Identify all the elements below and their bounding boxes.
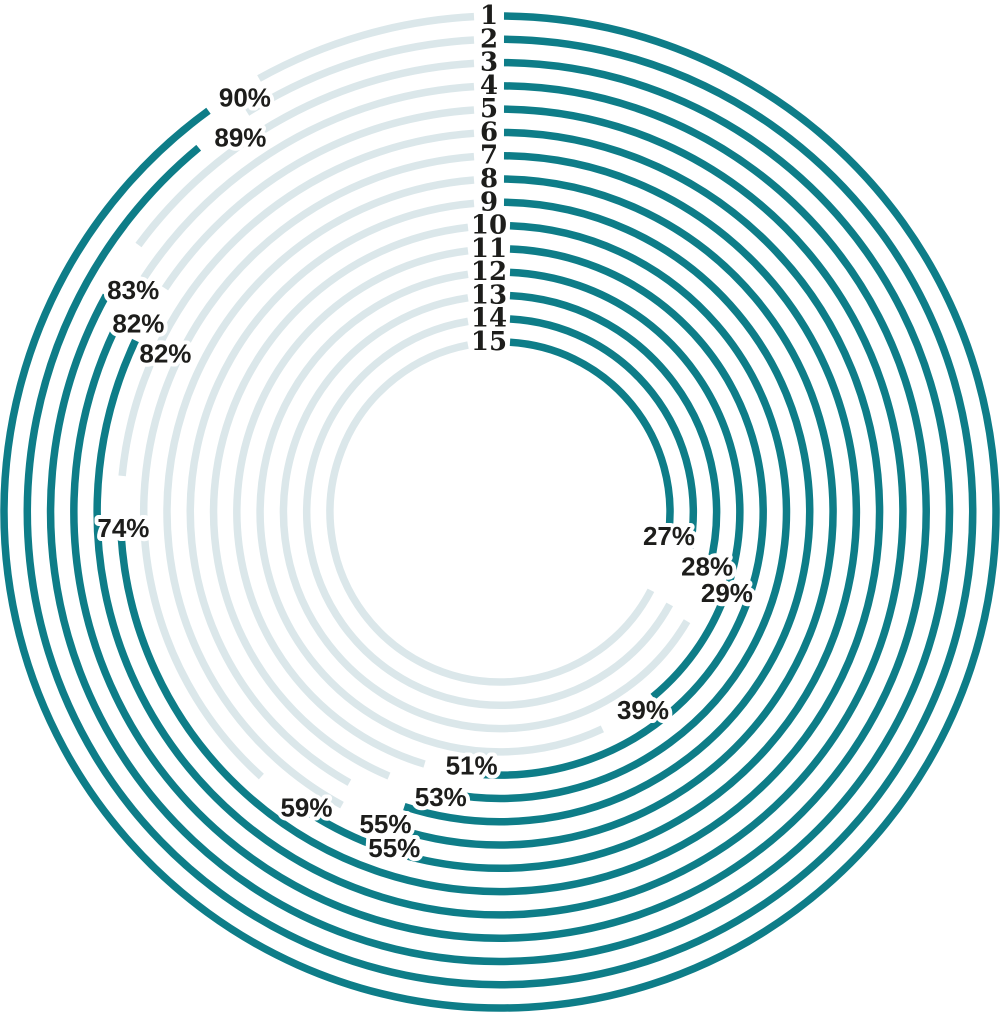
ring-value-label: 55% xyxy=(359,809,411,839)
ring-value-arc xyxy=(93,105,907,919)
ring-value-arc xyxy=(445,222,791,803)
ring-track xyxy=(118,129,475,477)
ring-track xyxy=(326,341,655,686)
ring-value-label: 83% xyxy=(107,275,159,305)
ring-value-arc xyxy=(403,198,814,826)
ring-value-arc xyxy=(70,82,930,942)
ring-track xyxy=(163,176,475,809)
ring-category-label: 8 xyxy=(480,164,498,194)
ring-value-label: 59% xyxy=(280,793,332,823)
ring-category-label: 15 xyxy=(471,327,507,357)
ring-track xyxy=(233,247,469,768)
ring-track xyxy=(245,36,475,116)
ring-track xyxy=(186,199,475,786)
ring-category-label: 10 xyxy=(471,211,507,241)
ring-track xyxy=(279,294,691,733)
ring-category-label: 1 xyxy=(480,1,498,31)
ring-track xyxy=(140,82,475,281)
ring-value-label: 82% xyxy=(139,339,191,369)
ring-value-arc xyxy=(509,268,744,700)
ring-value-label: 39% xyxy=(617,695,669,725)
ring-value-label: 51% xyxy=(446,751,498,781)
ring-category-label: 13 xyxy=(471,280,507,310)
ring-value-label: 27% xyxy=(643,521,695,551)
ring-category-label: 6 xyxy=(480,117,498,147)
ring-category-label: 11 xyxy=(471,234,507,264)
ring-track xyxy=(256,270,604,756)
ring-value-arc xyxy=(307,151,860,873)
ring-value-arc xyxy=(509,338,674,534)
ring-track xyxy=(303,317,674,710)
ring-value-label: 53% xyxy=(415,782,467,812)
ring-value-arc xyxy=(0,12,1000,1012)
ring-value-label: 82% xyxy=(112,309,164,339)
ring-value-label: 74% xyxy=(97,513,149,543)
ring-track xyxy=(135,59,475,248)
ring-value-label: 55% xyxy=(368,833,420,863)
ring-value-arc xyxy=(509,291,721,567)
ring-category-label: 12 xyxy=(471,257,507,287)
ring-track xyxy=(139,152,475,780)
ring-category-label: 9 xyxy=(480,187,498,217)
ring-value-arc xyxy=(46,58,954,966)
ring-value-label: 28% xyxy=(681,552,733,582)
ring-value-label: 89% xyxy=(214,122,266,152)
ring-category-label: 3 xyxy=(480,48,498,78)
ring-category-label: 4 xyxy=(480,71,498,101)
ring-track xyxy=(161,106,475,291)
ring-value-arc xyxy=(117,128,884,896)
ring-category-label: 5 xyxy=(480,94,498,124)
ring-value-arc xyxy=(509,315,698,549)
ring-category-label: 2 xyxy=(480,24,498,54)
ring-value-arc xyxy=(395,175,837,849)
ring-category-label: 7 xyxy=(480,141,498,171)
ring-category-label: 14 xyxy=(471,304,507,334)
ring-track xyxy=(257,12,475,82)
ring-value-label: 90% xyxy=(219,82,271,112)
ring-value-arc xyxy=(483,245,767,779)
ring-value-arc xyxy=(23,35,977,989)
ring-track xyxy=(209,223,469,780)
ring-value-label: 29% xyxy=(701,578,753,608)
